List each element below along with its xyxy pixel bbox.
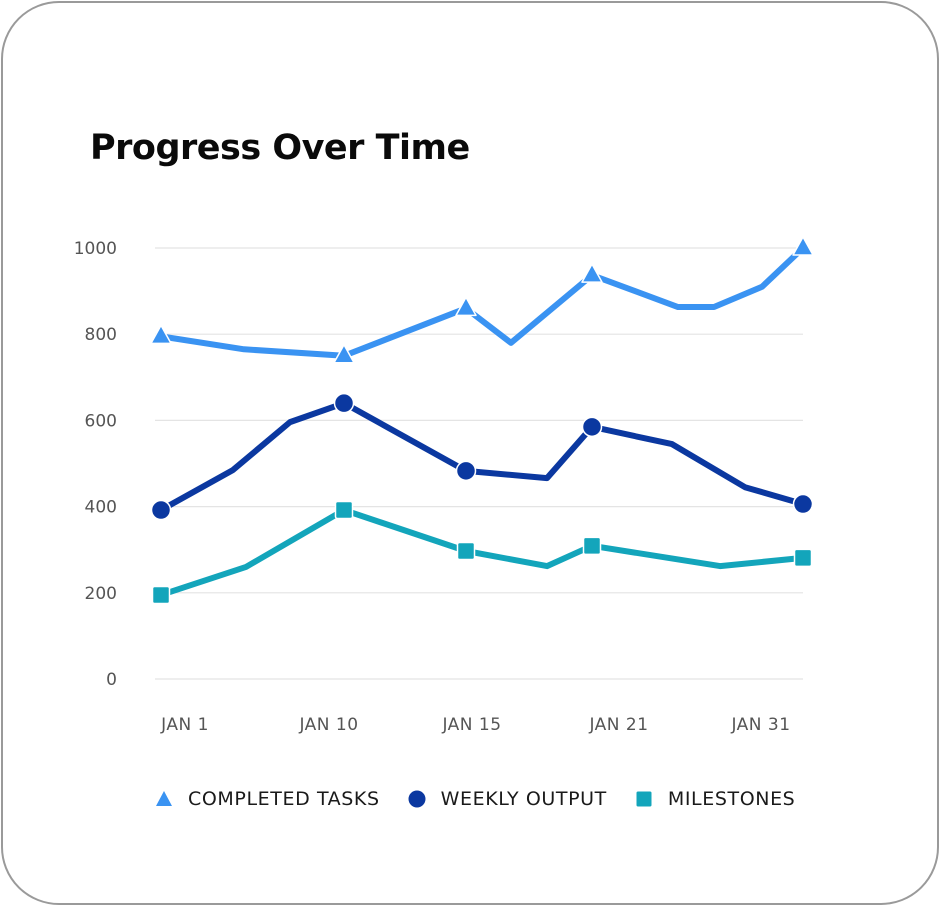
square-marker-icon[interactable] <box>582 536 602 556</box>
x-tick-label: JAN 1 <box>160 715 209 735</box>
series-line <box>158 507 806 598</box>
y-tick-label: 600 <box>85 411 117 431</box>
series-weekly-output <box>150 392 814 521</box>
y-axis-ticks: 0 200 400 600 800 1000 <box>74 239 117 690</box>
square-icon <box>636 791 652 807</box>
legend-label: MILESTONES <box>667 788 796 810</box>
circle-marker-icon[interactable] <box>455 460 477 482</box>
triangle-icon <box>156 791 172 806</box>
triangle-marker-icon[interactable] <box>455 296 477 317</box>
gridlines <box>155 247 803 680</box>
square-marker-icon[interactable] <box>151 585 171 605</box>
y-tick-label: 200 <box>85 584 117 604</box>
circle-marker-icon[interactable] <box>581 416 603 438</box>
series-line <box>158 400 806 514</box>
circle-marker-icon[interactable] <box>333 392 355 414</box>
series-completed-tasks <box>150 236 814 364</box>
legend-item-completed-tasks[interactable]: COMPLETED TASKS <box>155 788 380 810</box>
legend: COMPLETED TASKS WEEKLY OUTPUT MILESTONES <box>155 788 795 810</box>
x-tick-label: JAN 10 <box>298 715 358 735</box>
y-tick-label: 400 <box>85 498 117 518</box>
x-tick-label: JAN 31 <box>730 715 790 735</box>
triangle-marker-icon[interactable] <box>333 344 355 364</box>
square-marker-icon[interactable] <box>456 541 476 561</box>
x-axis-ticks: JAN 1 JAN 10 JAN 15 JAN 21 JAN 31 <box>160 715 790 735</box>
y-tick-label: 1000 <box>74 239 117 259</box>
circle-icon <box>408 790 426 808</box>
series-lines <box>150 236 814 605</box>
x-tick-label: JAN 15 <box>441 715 501 735</box>
chart-title: Progress Over Time <box>90 128 470 168</box>
legend-label: COMPLETED TASKS <box>188 788 380 810</box>
square-marker-icon[interactable] <box>334 500 354 520</box>
triangle-marker-icon[interactable] <box>581 263 603 283</box>
triangle-marker-icon[interactable] <box>792 236 814 256</box>
legend-item-milestones[interactable]: MILESTONES <box>635 788 796 810</box>
series-milestones <box>151 500 813 605</box>
y-tick-label: 800 <box>85 325 117 345</box>
circle-marker-icon[interactable] <box>150 499 172 521</box>
triangle-marker-icon[interactable] <box>150 324 172 345</box>
circle-marker-icon[interactable] <box>792 493 814 515</box>
series-line <box>158 245 806 359</box>
legend-item-weekly-output[interactable]: WEEKLY OUTPUT <box>408 788 607 810</box>
x-tick-label: JAN 21 <box>588 715 648 735</box>
legend-label: WEEKLY OUTPUT <box>440 788 607 810</box>
y-tick-label: 0 <box>106 670 117 690</box>
square-marker-icon[interactable] <box>793 548 813 568</box>
